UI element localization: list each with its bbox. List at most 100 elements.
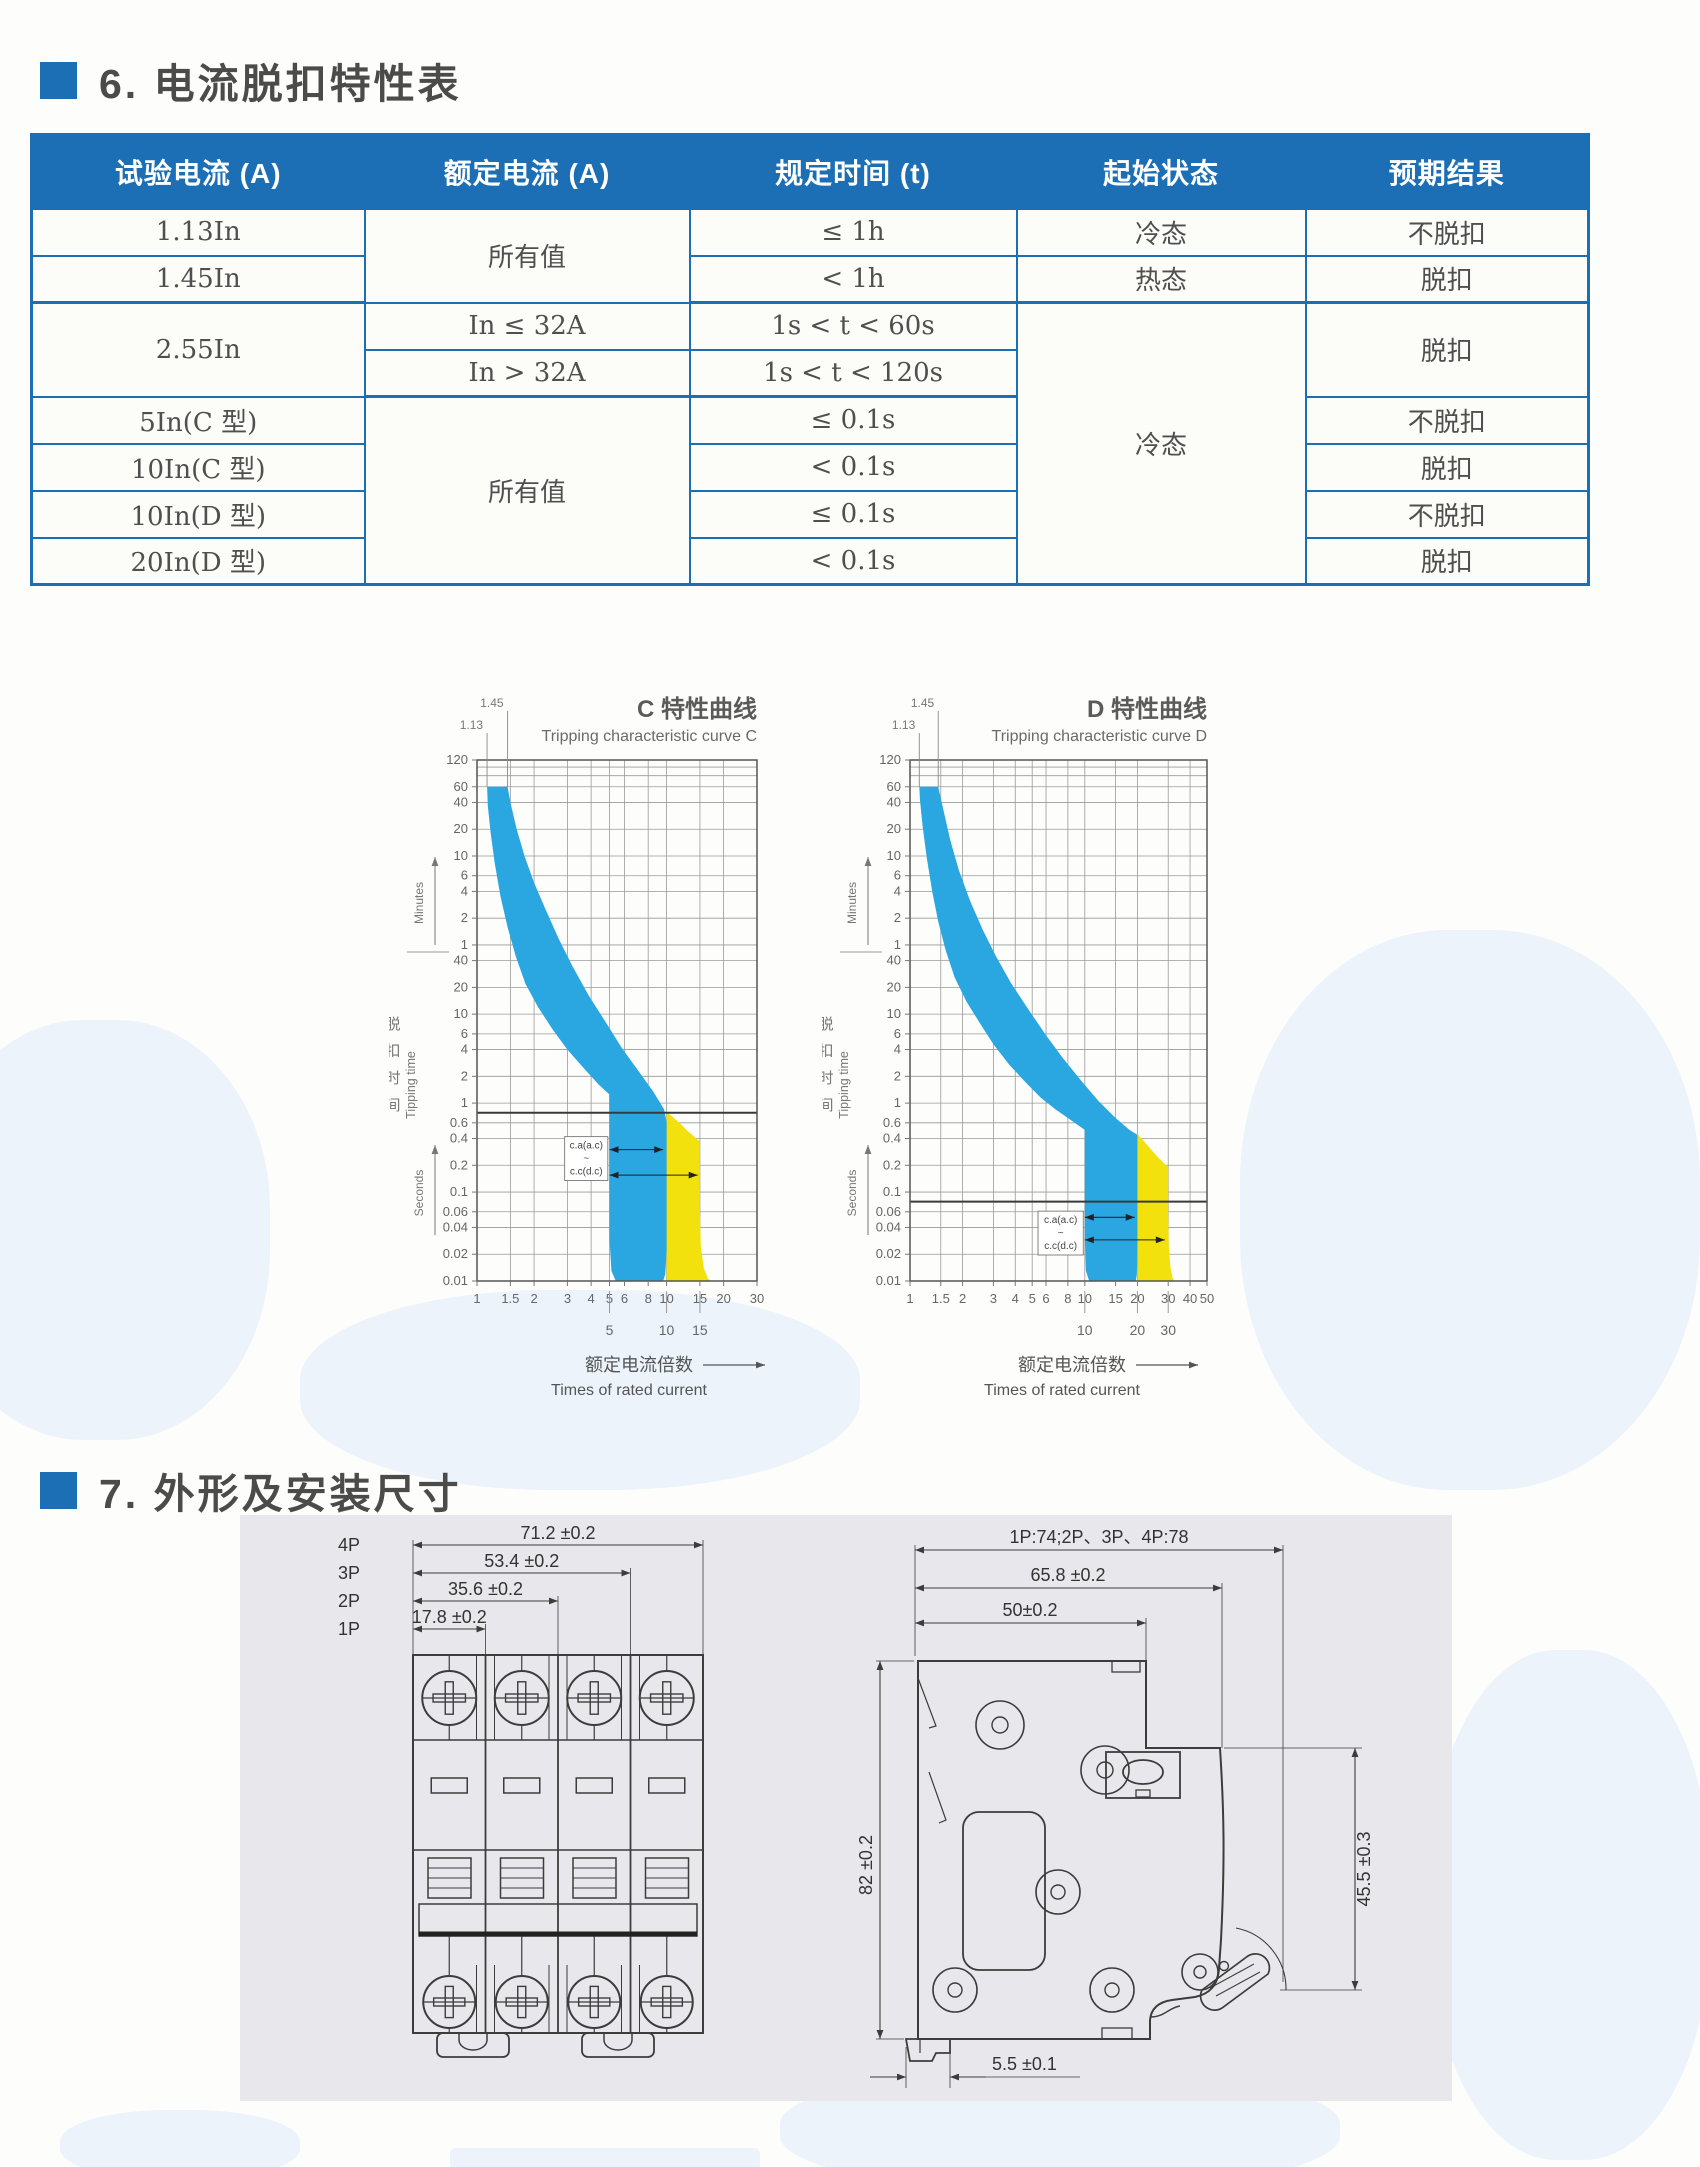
- svg-text:120: 120: [879, 752, 901, 767]
- svg-text:1.13: 1.13: [892, 718, 916, 732]
- svg-text:0.02: 0.02: [876, 1246, 901, 1261]
- table-cell: 脱扣: [1304, 254, 1590, 304]
- svg-text:120: 120: [446, 752, 468, 767]
- svg-text:4: 4: [1012, 1291, 1019, 1306]
- section-bullet-icon: [40, 1471, 77, 1509]
- svg-text:30: 30: [1160, 1322, 1176, 1338]
- table-cell: 热态: [1015, 254, 1307, 304]
- svg-text:2: 2: [461, 1068, 468, 1083]
- trip-table: 试验电流 (A) 额定电流 (A) 规定时间 (t) 起始状态 预期结果 1.13In 所有…: [30, 133, 1590, 586]
- svg-text:1.45: 1.45: [911, 696, 935, 710]
- table-cell: In ≤ 32A: [363, 301, 691, 351]
- svg-text:0.06: 0.06: [876, 1204, 901, 1219]
- svg-text:0.4: 0.4: [450, 1130, 468, 1145]
- svg-text:6: 6: [894, 868, 901, 883]
- svg-text:5.5 ±0.1: 5.5 ±0.1: [992, 2054, 1057, 2074]
- svg-text:1: 1: [894, 1095, 901, 1110]
- svg-text:1P: 1P: [338, 1619, 360, 1639]
- section7-header: 7. 外形及安装尺寸: [40, 1460, 462, 1520]
- table-cell: 10In(C 型): [30, 442, 366, 492]
- svg-text:40: 40: [887, 794, 901, 809]
- svg-text:40: 40: [454, 794, 468, 809]
- table-cell: 不脱扣: [1304, 207, 1590, 257]
- svg-text:8: 8: [645, 1291, 652, 1306]
- svg-text:0.6: 0.6: [883, 1115, 901, 1130]
- svg-text:6: 6: [461, 868, 468, 883]
- svg-text:1P:74;2P、3P、4P:78: 1P:74;2P、3P、4P:78: [1009, 1527, 1188, 1547]
- section-bullet-icon: [40, 61, 77, 99]
- svg-text:50±0.2: 50±0.2: [1003, 1600, 1058, 1620]
- svg-text:~: ~: [583, 1154, 589, 1165]
- svg-text:间: 间: [389, 1097, 401, 1114]
- section6-title: 6. 电流脱扣特性表: [99, 61, 462, 107]
- svg-text:40: 40: [887, 953, 901, 968]
- table-cell: 5In(C 型): [30, 395, 366, 445]
- watermark-blob: [0, 1020, 270, 1440]
- svg-text:30: 30: [750, 1291, 764, 1306]
- svg-text:0.01: 0.01: [876, 1273, 901, 1288]
- svg-text:10: 10: [454, 1006, 468, 1021]
- svg-text:0.1: 0.1: [450, 1184, 468, 1199]
- svg-text:82 ±0.2: 82 ±0.2: [856, 1835, 876, 1895]
- table-cell: 脱扣: [1304, 536, 1590, 586]
- svg-text:Minutes: Minutes: [845, 882, 859, 924]
- table-cell: 1.45In: [30, 254, 366, 304]
- svg-text:20: 20: [454, 979, 468, 994]
- svg-text:间: 间: [822, 1097, 834, 1114]
- svg-text:10: 10: [887, 1006, 901, 1021]
- svg-text:Times of rated current: Times of rated current: [984, 1382, 1140, 1397]
- svg-text:15: 15: [1108, 1291, 1122, 1306]
- svg-text:扣: 扣: [389, 1043, 401, 1060]
- svg-text:1: 1: [461, 937, 468, 952]
- table-cell: 所有值: [363, 207, 691, 304]
- svg-text:20: 20: [454, 821, 468, 836]
- svg-text:c.c(d.c): c.c(d.c): [570, 1167, 603, 1178]
- front-view-drawing: 4P 71.2 ±0.2 3P 53.4 ±0.2 2P 35.6 ±0.2 1P 17.8 …: [248, 1520, 788, 2105]
- svg-text:0.04: 0.04: [876, 1219, 901, 1234]
- watermark-blob: [450, 2148, 760, 2167]
- column-header: 试验电流 (A): [30, 133, 366, 210]
- svg-text:4: 4: [894, 1042, 901, 1057]
- svg-text:1: 1: [473, 1291, 480, 1306]
- table-cell: ≤ 0.1s: [688, 395, 1018, 445]
- svg-text:Tipping time: Tipping time: [404, 1051, 418, 1119]
- svg-text:Times of rated current: Times of rated current: [551, 1382, 707, 1397]
- svg-text:10: 10: [659, 1322, 675, 1338]
- svg-text:6: 6: [894, 1026, 901, 1041]
- svg-text:3: 3: [564, 1291, 571, 1306]
- svg-text:1: 1: [894, 937, 901, 952]
- svg-text:4: 4: [588, 1291, 595, 1306]
- table-cell: 20In(D 型): [30, 536, 366, 586]
- table-cell: 1s < t < 60s: [688, 301, 1018, 351]
- svg-text:2: 2: [894, 1068, 901, 1083]
- watermark-blob: [1240, 930, 1700, 1490]
- svg-text:1: 1: [906, 1291, 913, 1306]
- column-header: 额定电流 (A): [363, 133, 691, 210]
- svg-text:C 特性曲线: C 特性曲线: [637, 696, 757, 723]
- svg-text:40: 40: [454, 953, 468, 968]
- svg-text:6: 6: [621, 1291, 628, 1306]
- svg-text:Tipping time: Tipping time: [837, 1051, 851, 1119]
- drawing-panel: [240, 1515, 1452, 2101]
- svg-text:D 特性曲线: D 特性曲线: [1087, 696, 1207, 723]
- svg-text:0.4: 0.4: [883, 1130, 901, 1145]
- svg-text:0.2: 0.2: [883, 1157, 901, 1172]
- watermark-blob: [60, 2110, 300, 2167]
- section6-header: 6. 电流脱扣特性表: [40, 50, 462, 110]
- table-cell: 不脱扣: [1304, 395, 1590, 445]
- svg-text:10: 10: [1077, 1322, 1093, 1338]
- svg-text:6: 6: [1042, 1291, 1049, 1306]
- table-cell: 不脱扣: [1304, 489, 1590, 539]
- svg-text:8: 8: [1064, 1291, 1071, 1306]
- table-cell: 1.13In: [30, 207, 366, 257]
- svg-text:0.04: 0.04: [443, 1219, 468, 1234]
- watermark-blob: [1430, 1650, 1700, 2160]
- table-cell: 脱扣: [1304, 442, 1590, 492]
- svg-text:额定电流倍数: 额定电流倍数: [585, 1355, 693, 1375]
- svg-text:0.1: 0.1: [883, 1184, 901, 1199]
- table-cell: < 0.1s: [688, 536, 1018, 586]
- svg-text:20: 20: [716, 1291, 730, 1306]
- svg-text:20: 20: [887, 979, 901, 994]
- svg-text:0.06: 0.06: [443, 1204, 468, 1219]
- svg-text:Tripping characteristic curve: Tripping characteristic curve C: [542, 728, 757, 745]
